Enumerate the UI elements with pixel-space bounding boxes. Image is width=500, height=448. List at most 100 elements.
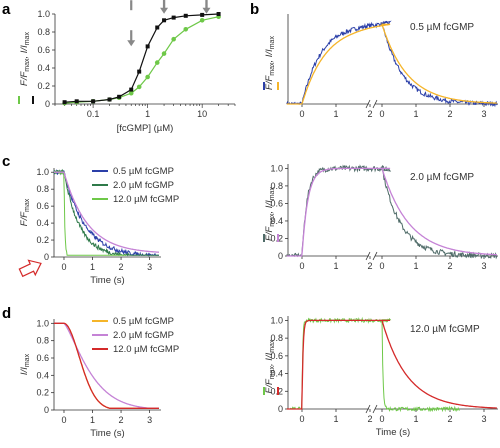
y-tick-label: 0: [44, 252, 49, 262]
x-axis-label: Time (s): [376, 427, 410, 438]
x-tick-label: 2: [119, 415, 124, 425]
data-point-black: [137, 69, 142, 74]
data-point-green: [136, 84, 142, 90]
y-axis-label-part: max: [269, 365, 276, 379]
y-axis-label-part: max: [269, 36, 276, 50]
y-tick-label: 1.0: [37, 9, 50, 19]
x-tick-label: 3: [147, 262, 152, 272]
data-point-green: [183, 27, 189, 32]
legend-label: 0.5 µM fcGMP: [113, 316, 174, 327]
trace-darkgreen: [53, 168, 159, 257]
x-tick-label: 0.1: [87, 109, 100, 119]
x-tick-label: 3: [481, 109, 486, 119]
x-tick-label: 2: [367, 414, 372, 424]
x-tick-label: 0: [299, 414, 304, 424]
y-axis-label-part: max: [24, 32, 31, 46]
x-tick-label: 0: [379, 109, 384, 119]
x-tick-label: 2: [447, 109, 452, 119]
legend-label: 2.0 µM fcGMP: [113, 330, 174, 341]
panel-c: 0 0.2 0.4 0.6 0.8 1.0 0 1 2 3 Time (s) F/Fmax 0.5 µM…: [18, 166, 179, 286]
trace-red: [54, 322, 159, 409]
x-tick-label: 1: [90, 415, 95, 425]
x-tick-label: 1: [145, 109, 150, 119]
y-tick-label: 0.8: [270, 181, 283, 191]
y-axis-label-part: , I/I: [264, 200, 275, 214]
y-axis-label-part: F/F: [19, 71, 30, 86]
y-tick-label: 1.0: [36, 167, 49, 177]
y-axis-label: F/Fmax: [19, 198, 31, 226]
data-point-green: [154, 60, 160, 65]
data-point-green: [161, 51, 167, 56]
y-axis-label-part: I/I: [19, 367, 30, 375]
y-axis-label-part: , I/I: [264, 352, 275, 366]
y-tick-label: 0.6: [270, 351, 283, 361]
y-tick-label: 0.4: [36, 218, 49, 228]
x-tick-label: 1: [413, 414, 418, 424]
y-tick-label: 0.6: [36, 201, 49, 211]
axis-break-gap: [369, 404, 375, 414]
x-tick-label: 2: [119, 262, 124, 272]
trace-green: [53, 169, 127, 256]
data-point-green: [128, 90, 134, 96]
y-axis-label-part: F/F: [264, 75, 275, 90]
y-tick-label: 0.2: [270, 233, 283, 243]
data-point-black: [74, 99, 79, 104]
y-tick-label: 0.6: [37, 45, 50, 55]
series-line-green: [64, 16, 219, 104]
y-axis-label: F/Fmax, I/Imax: [264, 339, 276, 393]
trace-purple: [54, 171, 159, 253]
x-tick-label: 10: [197, 109, 207, 119]
y-axis-label: F/Fmax, I/Imax: [264, 187, 276, 241]
data-point-black: [62, 100, 67, 105]
trace-orange: [286, 23, 497, 105]
data-point-green: [145, 74, 150, 80]
y-tick-label: 0.8: [36, 184, 49, 194]
x-tick-label: 0: [299, 261, 304, 271]
x-axis-label: [fcGMP] (µM): [117, 123, 174, 134]
panel-b-mid: 0 1 2 0 1 2 300.20.40.60.81.0F/Fmax, I/Imax2.0…: [263, 163, 498, 271]
y-tick-label: 0.2: [270, 386, 283, 396]
axis-break-gap: [369, 251, 375, 261]
y-axis-label-part: max: [269, 187, 276, 201]
data-point-black: [200, 12, 205, 17]
y-tick-label: 1.0: [36, 318, 49, 328]
trace-purple: [54, 322, 159, 409]
y-axis-label: F/Fmax, I/Imax: [264, 36, 276, 90]
data-point-black: [162, 18, 167, 23]
x-axis-label: Time (s): [90, 428, 124, 439]
axis-break: [365, 251, 378, 261]
x-tick-label: 2: [367, 109, 372, 119]
arrow-head: [127, 40, 136, 47]
y-tick-label: 0: [45, 99, 50, 109]
x-tick-label: 1: [413, 109, 418, 119]
data-point-black: [129, 87, 134, 92]
axis-lines: [54, 14, 235, 105]
y-axis-label-part: max: [24, 58, 31, 72]
x-axis-label: Time (s): [90, 275, 124, 286]
y-tick-label: 0.4: [270, 216, 283, 226]
y-axis-label-part: F/F: [19, 211, 30, 226]
y-tick-label: 0.2: [36, 388, 49, 398]
y-axis-label-part: max: [24, 353, 31, 367]
x-tick-label: 1: [333, 109, 338, 119]
y-tick-label: 0.8: [270, 333, 283, 343]
data-point-black: [155, 25, 160, 30]
panel-letter-a: a: [2, 1, 11, 18]
y-axis-label: F/Fmax, I/Imax: [19, 32, 31, 86]
highlight-arrow: [18, 259, 42, 278]
panel-a: 00.20.40.60.81.00.1 1 10[fcGMP] (µM)F/Fmax…: [18, 0, 236, 134]
x-tick-label: 0: [299, 109, 304, 119]
data-point-black: [216, 12, 221, 16]
x-tick-label: 1: [333, 261, 338, 271]
y-tick-label: 0.2: [37, 81, 50, 91]
y-axis-label-part: max: [269, 213, 276, 227]
y-axis-label-part: max: [269, 339, 276, 353]
y-tick-label: 0: [278, 404, 283, 414]
series-line-black: [64, 13, 219, 103]
y-tick-label: 0.4: [270, 369, 283, 379]
legend-label: 0.5 µM fcGMP: [113, 166, 174, 177]
y-tick-label: 0.6: [36, 353, 49, 363]
